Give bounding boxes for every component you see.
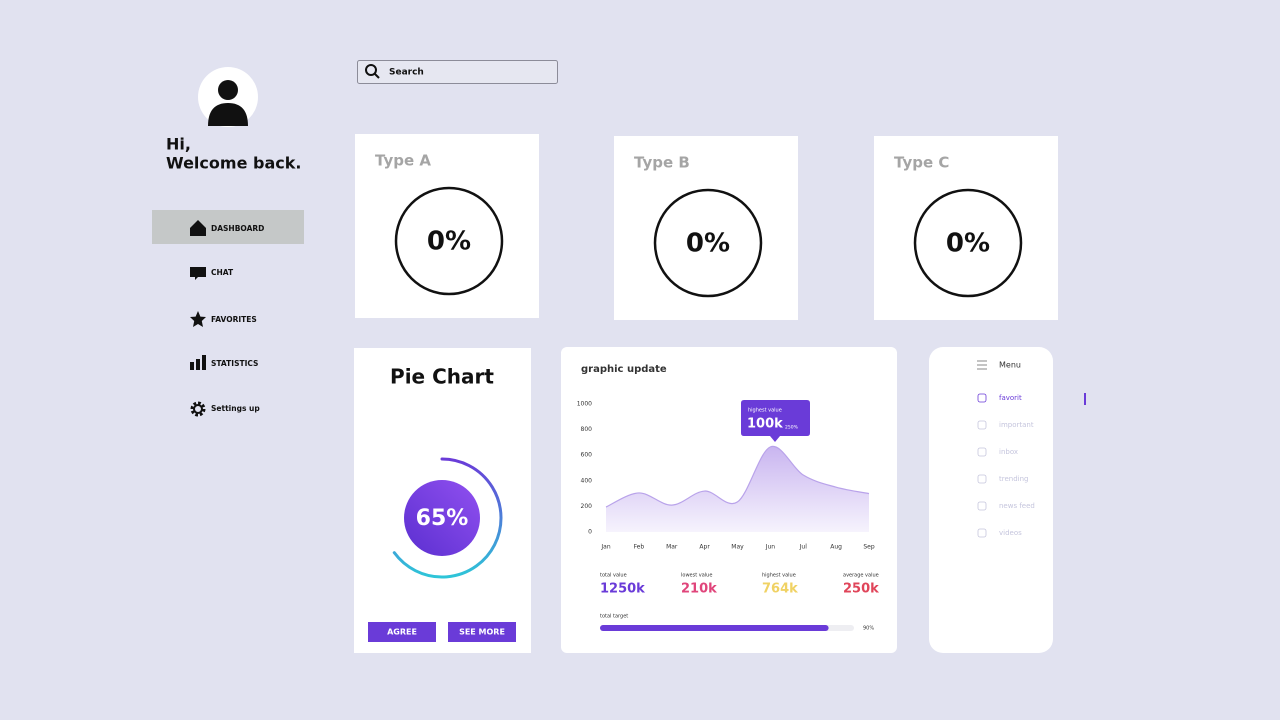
y-tick-label: 800 (581, 426, 593, 433)
menu-item[interactable]: news feed (999, 502, 1035, 510)
menu-title: Menu (999, 361, 1021, 370)
tooltip-value: 100k (747, 417, 783, 432)
nav-item[interactable]: STATISTICS (211, 359, 258, 368)
stat-value: 210k (681, 582, 717, 597)
menu-icon (977, 528, 987, 538)
y-tick-label: 0 (588, 529, 592, 536)
search-icon (365, 64, 377, 76)
card-title: Type C (894, 154, 949, 172)
icon-chat (190, 267, 206, 280)
graphic-title: graphic update (581, 364, 667, 375)
nav-item[interactable]: FAVORITES (211, 315, 257, 324)
x-tick-label: Jun (765, 544, 776, 551)
hamburger-icon (977, 360, 987, 370)
menu-icon (977, 393, 987, 403)
x-tick-label: Jul (799, 544, 808, 551)
button-label[interactable]: AGREE (387, 628, 417, 637)
target-label: total target (600, 614, 628, 620)
tooltip-change: 250% (785, 425, 799, 431)
area-fill (606, 446, 869, 532)
nav-item[interactable]: DASHBOARD (211, 224, 264, 233)
menu-icon (977, 501, 987, 511)
icon-star (190, 311, 206, 327)
welcome: Welcome back. (166, 154, 301, 173)
target-bar (600, 625, 829, 631)
area-line (605, 445, 870, 508)
x-tick-label: Feb (634, 544, 645, 551)
stat-label: total value (600, 573, 627, 579)
stat-value: 250k (843, 582, 879, 597)
card-value: 0% (686, 229, 730, 259)
search-box[interactable] (357, 60, 558, 84)
button-label[interactable]: SEE MORE (459, 628, 505, 637)
graphic-card (561, 347, 897, 653)
tooltip (741, 400, 810, 442)
nav-active (152, 210, 304, 244)
menu-item[interactable]: inbox (999, 448, 1018, 456)
stat-label: average value (843, 573, 879, 579)
menu-icon (977, 474, 987, 484)
card-title: Type B (634, 154, 690, 172)
icon-stats (190, 355, 206, 370)
card-ring (394, 186, 504, 296)
y-tick-label: 400 (581, 477, 593, 484)
button[interactable] (368, 622, 436, 642)
x-tick-label: Jan (600, 544, 610, 551)
type-card (874, 136, 1058, 320)
avatar-body (208, 103, 248, 126)
card-value: 0% (946, 229, 990, 259)
nav-item[interactable]: Settings up (211, 404, 260, 413)
avatar-head (218, 80, 238, 100)
tooltip-label: highest value (748, 408, 782, 414)
pie-value: 65% (416, 506, 469, 531)
stat-value: 1250k (600, 582, 645, 597)
menu-item[interactable]: important (999, 421, 1034, 429)
card-title: Type A (375, 152, 431, 170)
stat-label: lowest value (681, 573, 712, 579)
pie-arc (392, 457, 503, 579)
stat-value: 764k (762, 582, 798, 597)
pie-core (404, 480, 480, 556)
card-ring (653, 188, 763, 298)
search-placeholder: Search (389, 68, 424, 78)
x-tick-label: Mar (666, 544, 678, 551)
stat-label: highest value (762, 573, 796, 579)
button[interactable] (448, 622, 516, 642)
card-value: 0% (427, 227, 471, 257)
y-tick-label: 200 (581, 503, 593, 510)
x-tick-label: Aug (830, 544, 842, 551)
target-value: 90% (863, 626, 874, 632)
search-icon-handle (374, 73, 380, 79)
x-tick-label: May (731, 544, 744, 551)
icon-home (190, 220, 206, 236)
menu-item[interactable]: trending (999, 475, 1028, 483)
type-card (355, 134, 539, 318)
y-tick-label: 1000 (577, 401, 592, 408)
card-ring (913, 188, 1023, 298)
x-tick-label: Apr (699, 544, 710, 551)
menu-card (929, 347, 1053, 653)
x-tick-label: Sep (863, 544, 875, 551)
pie-title: Pie Chart (390, 365, 494, 389)
icon-settings-core (193, 404, 203, 414)
menu-item[interactable]: favorit (999, 394, 1022, 402)
menu-icon (977, 420, 987, 430)
menu-icon (977, 447, 987, 457)
icon-settings (190, 401, 206, 417)
nav-item[interactable]: CHAT (211, 268, 234, 277)
greeting: Hi, (166, 135, 191, 154)
y-tick-label: 600 (581, 452, 593, 459)
menu-item[interactable]: videos (999, 529, 1022, 537)
type-card (614, 136, 798, 320)
